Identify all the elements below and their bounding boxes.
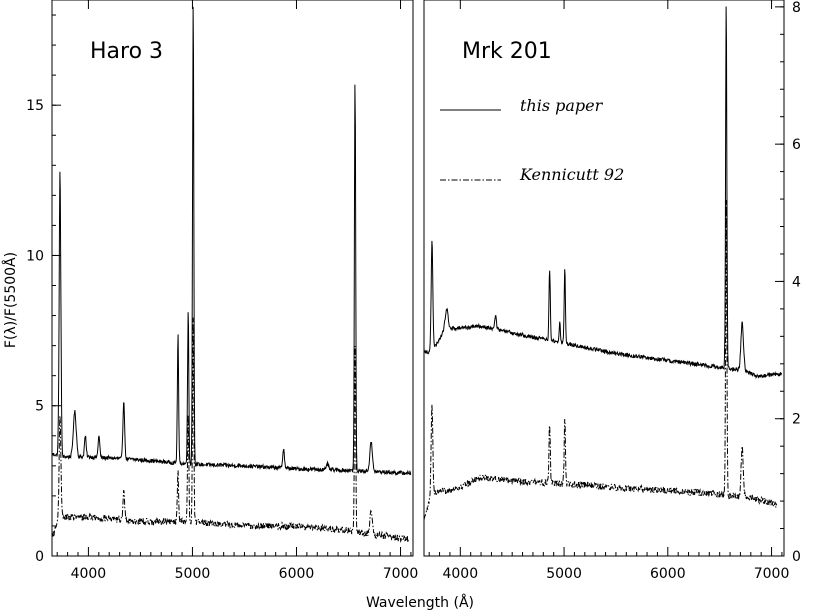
haro3-panel: 4000 5000 6000 7000 0 5 10 15 [26, 0, 418, 582]
mrk201-plot-frame [423, 0, 785, 557]
haro3-series-this-paper [52, 6, 412, 476]
mrk201-x-tick-label: 6000 [650, 566, 686, 582]
haro3-y-tick-label: 5 [35, 399, 44, 415]
mrk201-series-this-paper [424, 6, 783, 380]
legend-label-kennicutt-92: Kennicutt 92 [519, 165, 624, 184]
legend-label-this-paper: this paper [520, 96, 604, 115]
legend: this paper Kennicutt 92 [440, 96, 624, 184]
mrk201-panel-title: Mrk 201 [462, 39, 552, 64]
mrk201-y-tick-label: 6 [792, 137, 801, 153]
haro3-x-tick-label: 6000 [279, 566, 315, 582]
haro3-panel-title: Haro 3 [90, 39, 163, 64]
haro3-x-tick-label: 4000 [71, 566, 107, 582]
haro3-y-tick-label: 10 [26, 248, 44, 264]
mrk201-y-tick-label: 8 [792, 0, 801, 16]
haro3-y-tick-label: 15 [26, 98, 44, 114]
mrk201-series-kennicutt-92 [424, 199, 778, 521]
y-axis-label: F(λ)/F(5500Å) [2, 252, 19, 348]
mrk201-x-tick-label: 7000 [754, 566, 790, 582]
mrk201-x-tick-label: 4000 [442, 566, 478, 582]
mrk201-y-tick-label: 0 [792, 549, 801, 565]
haro3-y-tick-label: 0 [35, 549, 44, 565]
haro3-plot-frame [51, 0, 414, 557]
mrk201-y-tick-label: 2 [792, 412, 801, 428]
haro3-series-kennicutt-92 [52, 317, 410, 543]
x-axis-label: Wavelength (Å) [366, 594, 474, 611]
mrk201-x-tick-label: 5000 [546, 566, 582, 582]
haro3-x-tick-label: 7000 [383, 566, 419, 582]
mrk201-y-tick-label: 4 [792, 274, 801, 290]
haro3-x-tick-label: 5000 [175, 566, 211, 582]
